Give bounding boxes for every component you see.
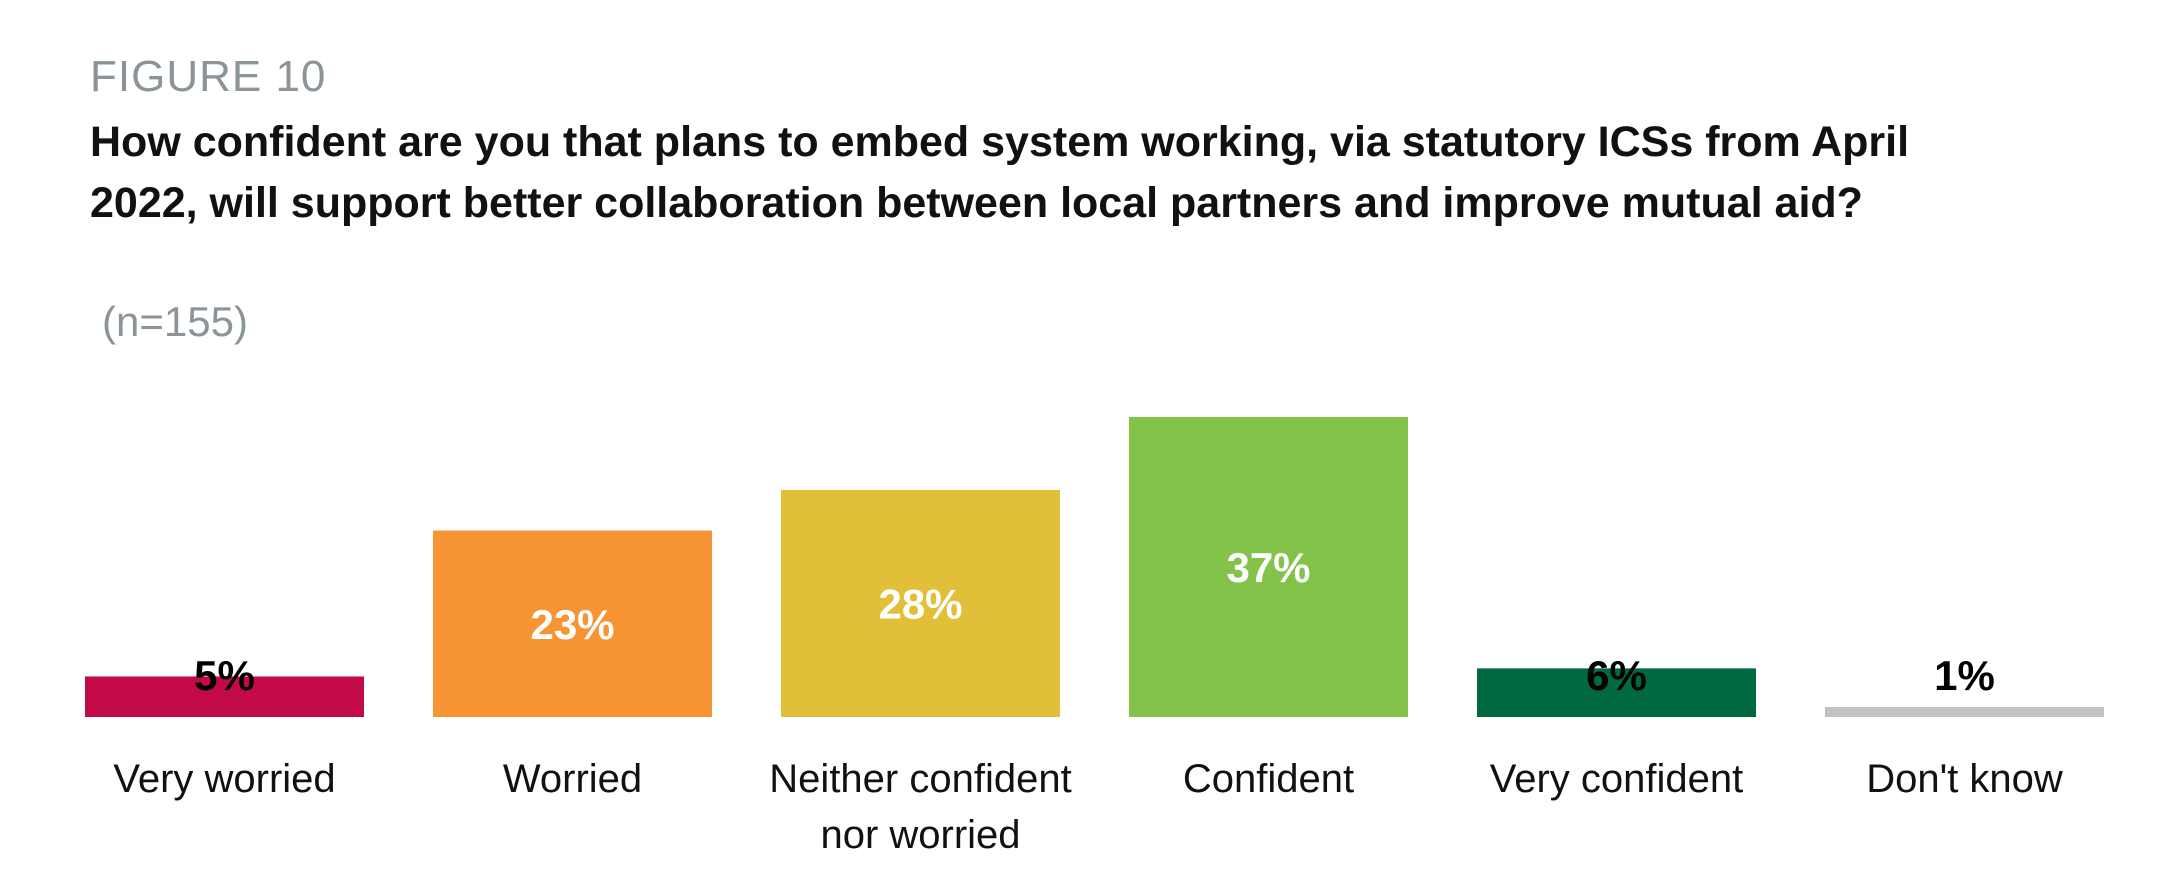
bar-0 xyxy=(85,676,364,717)
value-label-2: 28% xyxy=(878,580,962,627)
category-label-4-0: Very confident xyxy=(1490,757,1744,801)
value-label-4: 6% xyxy=(1586,652,1647,699)
bar-1 xyxy=(433,530,712,717)
bar-3 xyxy=(1129,417,1408,717)
figure-label: FIGURE 10 xyxy=(90,52,327,101)
value-label-0: 5% xyxy=(194,652,255,699)
category-label-3-0: Confident xyxy=(1183,757,1354,801)
value-label-1: 23% xyxy=(530,601,614,648)
chart-title: How confident are you that plans to embe… xyxy=(90,118,1910,227)
value-label-5: 1% xyxy=(1934,652,1995,699)
category-label-1-0: Worried xyxy=(503,757,642,801)
chart-subtitle: (n=155) xyxy=(102,298,248,345)
bar-5 xyxy=(1825,707,2104,717)
category-label-5-0: Don't know xyxy=(1866,757,2063,801)
category-label-2-0: Neither confident xyxy=(769,757,1071,801)
bar-2 xyxy=(781,489,1060,717)
bar-4 xyxy=(1477,668,1756,717)
category-label-0-0: Very worried xyxy=(113,757,335,801)
category-label-2-1: nor worried xyxy=(820,813,1020,857)
value-label-3: 37% xyxy=(1226,544,1310,591)
